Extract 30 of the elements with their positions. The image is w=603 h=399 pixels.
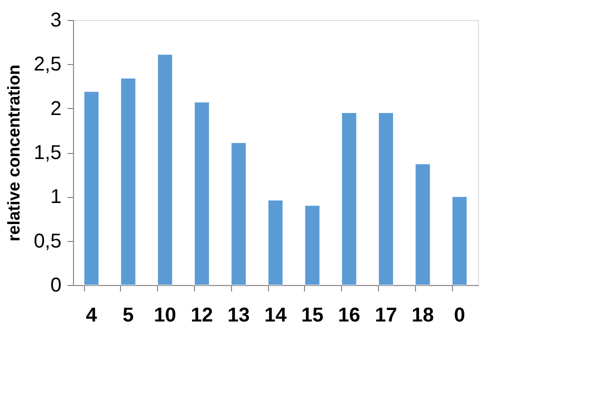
bar [452, 196, 468, 286]
x-tick-label: 18 [412, 304, 434, 326]
bar [120, 78, 136, 286]
bar [304, 205, 320, 286]
y-axis-title: relative concentration [4, 64, 24, 242]
bar [194, 102, 210, 286]
y-tick-label: 2,5 [34, 54, 62, 76]
x-tick-label: 15 [301, 304, 324, 326]
y-tick-label: 1 [50, 186, 62, 208]
y-tick-label: 3 [50, 10, 62, 32]
x-tick-label: 12 [190, 304, 213, 326]
x-tick-label: 13 [228, 304, 250, 326]
bar [268, 200, 284, 286]
x-tick-label: 4 [86, 304, 98, 326]
x-tick-label: 0 [454, 304, 466, 326]
bar [415, 164, 430, 286]
bar [342, 112, 357, 286]
x-tick-label: 14 [264, 304, 288, 326]
y-tick-label: 1,5 [34, 142, 62, 164]
bar [378, 112, 394, 286]
bar [84, 91, 100, 286]
x-tick-label: 17 [374, 304, 398, 326]
y-tick-label: 2 [50, 98, 62, 120]
bar [157, 54, 173, 286]
x-tick-label: 10 [154, 304, 176, 326]
x-tick-label: 5 [122, 304, 134, 326]
x-tick-label: 16 [338, 304, 360, 326]
y-tick-label: 0 [50, 274, 62, 296]
y-tick-label: 0,5 [34, 230, 62, 252]
bar [231, 142, 246, 286]
